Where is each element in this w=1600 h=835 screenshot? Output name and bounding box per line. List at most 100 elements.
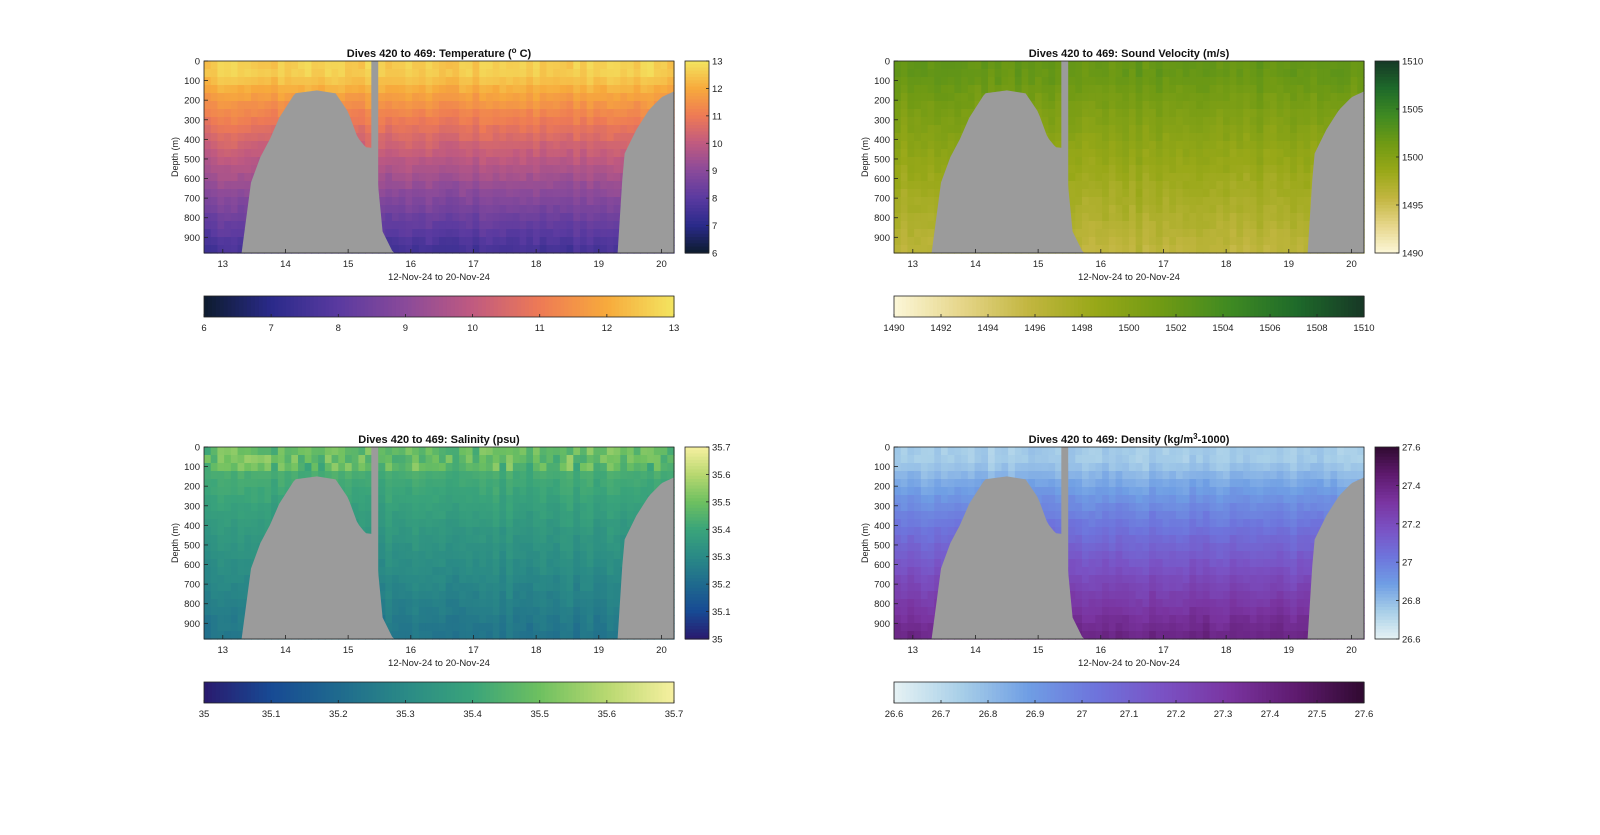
heatmap-cell [493,591,500,600]
heatmap-cell [285,455,292,464]
heatmap-cell [244,447,251,456]
heatmap-cell [399,487,406,496]
heatmap-cell [224,543,231,552]
heatmap-cell [1116,165,1123,174]
heatmap-cell [587,85,594,94]
heatmap-cell [459,567,466,576]
heatmap-cell [587,125,594,134]
colorbar-segment [925,296,930,317]
heatmap-cell [1250,181,1257,190]
heatmap-cell [981,61,988,70]
heatmap-cell [419,189,426,198]
heatmap-cell [1129,117,1136,126]
heatmap-cell [614,117,621,126]
heatmap-cell [1116,205,1123,214]
heatmap-cell [901,69,908,78]
heatmap-cell [486,615,493,624]
heatmap-cell [224,591,231,600]
heatmap-cell [1230,85,1237,94]
heatmap-cell [1270,69,1277,78]
heatmap-cell [1156,205,1163,214]
heatmap-cell [1277,101,1284,110]
heatmap-cell [217,157,224,166]
heatmap-cell [426,189,433,198]
heatmap-cell [258,85,265,94]
heatmap-cell [513,165,520,174]
heatmap-cell [1109,101,1116,110]
heatmap-cell [921,213,928,222]
heatmap-cell [399,181,406,190]
heatmap-cell [1210,149,1217,158]
heatmap-cell [412,101,419,110]
heatmap-cell [1230,205,1237,214]
heatmap-cell [231,551,238,560]
heatmap-cell [379,479,386,488]
heatmap-cell [332,463,339,472]
heatmap-cell [473,197,480,206]
y-tick-label: 600 [874,174,890,185]
heatmap-cell [446,221,453,230]
heatmap-cell [506,463,513,472]
heatmap-cell [1095,165,1102,174]
heatmap-cell [614,85,621,94]
colorbar-segment [1176,296,1181,317]
heatmap-cell [258,447,265,456]
heatmap-cell [1263,165,1270,174]
heatmap-cell [446,447,453,456]
heatmap-cell [473,463,480,472]
heatmap-cell [244,141,251,150]
heatmap-cell [278,455,285,464]
heatmap-cell [399,85,406,94]
heatmap-cell [914,237,921,246]
heatmap-cell [1156,61,1163,70]
heatmap-cell [231,157,238,166]
heatmap-cell [211,479,218,488]
heatmap-cell [439,607,446,616]
heatmap-cell [627,125,634,134]
heatmap-cell [419,229,426,238]
heatmap-cell [506,623,513,632]
heatmap-cell [217,463,224,472]
heatmap-cell [567,189,574,198]
heatmap-cell [1122,181,1129,190]
heatmap-cell [238,487,245,496]
heatmap-cell [204,471,211,480]
heatmap-cell [426,623,433,632]
heatmap-cell [1183,117,1190,126]
heatmap-cell [560,165,567,174]
heatmap-cell [1223,205,1230,214]
heatmap-cell [533,117,540,126]
heatmap-cell [1283,245,1290,254]
heatmap-cell [405,447,412,456]
colorbar-segment [255,296,260,317]
heatmap-cell [1196,237,1203,246]
heatmap-cell [1095,133,1102,142]
heatmap-cell [1270,237,1277,246]
heatmap-cell [446,479,453,488]
heatmap-cell [1263,181,1270,190]
colorbar-segment [1278,296,1283,317]
colorbar-segment [600,296,605,317]
heatmap-cell [419,221,426,230]
heatmap-cell [1210,245,1217,254]
heatmap-cell [520,221,527,230]
colorbar-segment [1305,296,1310,317]
heatmap-cell [1223,221,1230,230]
heatmap-cell [432,583,439,592]
heatmap-cell [426,559,433,568]
heatmap-cell [1075,93,1082,102]
heatmap-cell [493,125,500,134]
heatmap-cell [1129,245,1136,254]
heatmap-cell [921,109,928,118]
heatmap-cell [473,599,480,608]
heatmap-cell [1277,141,1284,150]
heatmap-cell [1203,61,1210,70]
heatmap-cell [513,173,520,182]
colorbar-segment [1235,296,1240,317]
heatmap-cell [224,125,231,134]
heatmap-cell [499,455,506,464]
heatmap-cell [1116,157,1123,166]
heatmap-cell [520,69,527,78]
heatmap-cell [1310,93,1317,102]
heatmap-cell [540,237,547,246]
